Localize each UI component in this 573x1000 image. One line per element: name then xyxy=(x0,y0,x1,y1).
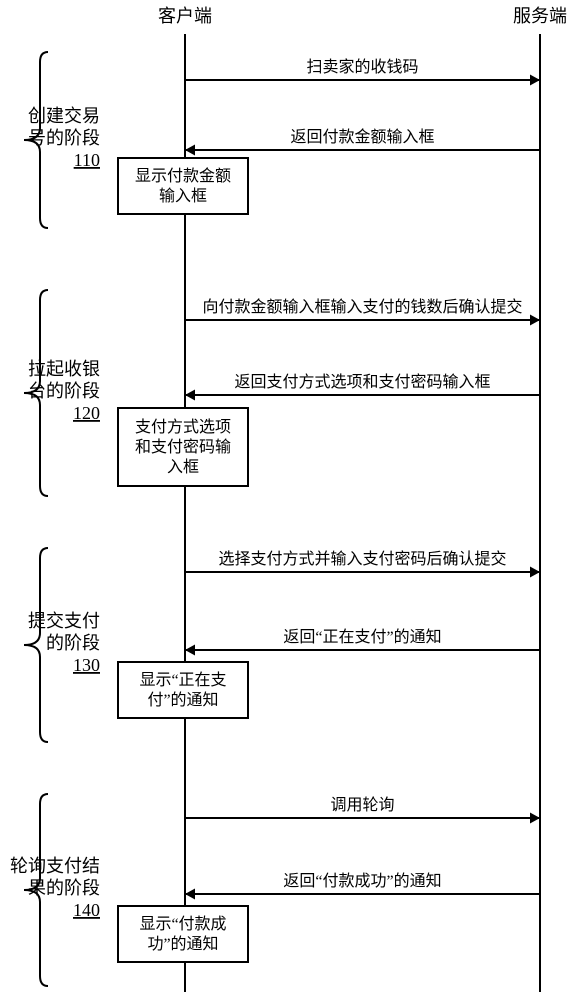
message-arrow-1-1-head xyxy=(185,390,195,401)
message-arrow-0-1-head xyxy=(185,145,195,156)
message-label-0-0: 扫卖家的收钱码 xyxy=(306,58,418,76)
phase-brace-2 xyxy=(24,548,48,742)
activity-text-3-0: 显示“付款成 xyxy=(139,915,226,933)
message-label-3-0: 调用轮询 xyxy=(330,796,394,814)
phase-ref-3: 140 xyxy=(73,900,100,920)
phase-ref-2: 130 xyxy=(73,655,100,675)
phase-label-l2-1: 台的阶段 xyxy=(28,381,100,401)
message-label-3-1: 返回“付款成功”的通知 xyxy=(283,872,441,890)
activity-text-1-0: 支付方式选项 xyxy=(135,418,231,436)
activity-text-1-2: 入框 xyxy=(167,458,199,476)
activity-text-0-0: 显示付款金额 xyxy=(135,167,231,185)
phase-label-l1-2: 提交支付 xyxy=(28,611,100,631)
phase-label-l1-3: 轮询支付结 xyxy=(10,856,100,876)
phase-label-l1-1: 拉起收银 xyxy=(28,359,100,379)
activity-text-3-1: 功”的通知 xyxy=(147,935,218,953)
phase-label-l2-2: 的阶段 xyxy=(46,633,100,653)
message-label-2-0: 选择支付方式并输入支付密码后确认提交 xyxy=(218,550,506,568)
phase-label-l2-0: 号的阶段 xyxy=(28,128,100,148)
message-arrow-3-0-head xyxy=(530,813,540,824)
message-arrow-0-0-head xyxy=(530,75,540,86)
message-arrow-1-0-head xyxy=(530,315,540,326)
activity-text-2-1: 付”的通知 xyxy=(147,691,218,709)
message-arrow-2-1-head xyxy=(185,645,195,656)
phase-label-l2-3: 果的阶段 xyxy=(28,878,100,898)
activity-box-3 xyxy=(118,906,248,962)
activity-text-2-0: 显示“正在支 xyxy=(139,671,226,689)
message-arrow-2-0-head xyxy=(530,567,540,578)
phase-ref-1: 120 xyxy=(73,403,100,423)
activity-box-0 xyxy=(118,158,248,214)
activity-text-0-1: 输入框 xyxy=(159,187,207,205)
activity-box-2 xyxy=(118,662,248,718)
message-label-1-1: 返回支付方式选项和支付密码输入框 xyxy=(234,373,490,391)
message-label-2-1: 返回“正在支付”的通知 xyxy=(283,628,441,646)
message-label-1-0: 向付款金额输入框输入支付的钱数后确认提交 xyxy=(202,298,522,316)
message-arrow-3-1-head xyxy=(185,889,195,900)
message-label-0-1: 返回付款金额输入框 xyxy=(290,128,434,146)
phase-ref-0: 110 xyxy=(74,150,100,170)
participant-client: 客户端 xyxy=(158,6,212,26)
activity-text-1-1: 和支付密码输 xyxy=(135,438,231,456)
participant-server: 服务端 xyxy=(513,6,567,26)
phase-label-l1-0: 创建交易 xyxy=(28,106,100,126)
